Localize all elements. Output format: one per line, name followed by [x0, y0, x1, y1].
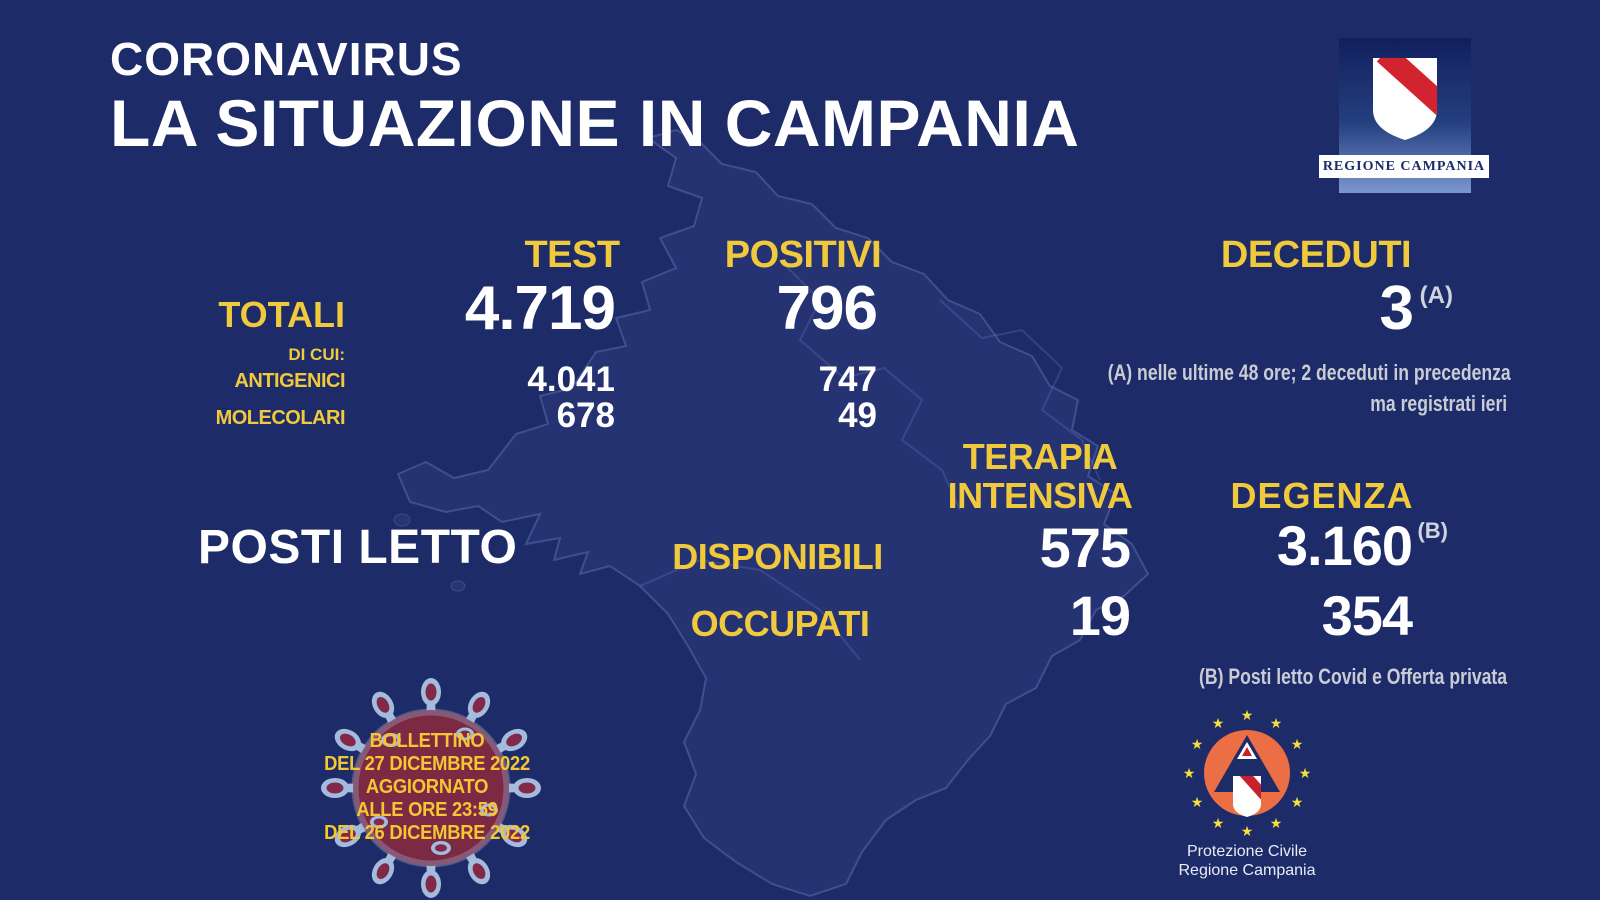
- regione-campania-banner-label: REGIONE CAMPANIA: [1322, 158, 1486, 174]
- eu-star-icon: ★: [1241, 708, 1254, 723]
- row-label-antigenici: ANTIGENICI: [234, 370, 345, 392]
- positivi-molecolari-value: 49: [838, 396, 877, 435]
- regione-campania-banner: REGIONE CAMPANIA: [1319, 155, 1489, 178]
- column-header-deceduti: DECEDUTI: [1220, 234, 1412, 276]
- eu-star-icon: ★: [1191, 794, 1204, 810]
- deceduti-note-ref: (A): [1419, 282, 1453, 309]
- degenza-disponibili: 3.160 (B): [1212, 518, 1448, 574]
- degenza-disponibili-value: 3.160: [1276, 514, 1413, 577]
- test-antigenici-value: 4.041: [527, 360, 615, 399]
- column-header-positivi: POSITIVI: [724, 234, 882, 276]
- eu-star-icon: ★: [1212, 815, 1225, 831]
- eu-star-icon: ★: [1191, 736, 1204, 752]
- eu-star-icon: ★: [1270, 715, 1283, 731]
- note-a-line2: ma registrati ieri: [1370, 390, 1507, 416]
- title-line1: CORONAVIRUS: [110, 33, 463, 85]
- deceduti-total-value: 3: [1379, 274, 1414, 343]
- eu-star-icon: ★: [1183, 765, 1196, 781]
- page-title: CORONAVIRUS LA SITUAZIONE IN CAMPANIA: [110, 36, 1079, 156]
- note-b: (B) Posti letto Covid e Offerta privata: [1007, 662, 1507, 693]
- degenza-occupati-value: 354: [1321, 584, 1413, 647]
- protezione-civile-caption: Protezione Civile Regione Campania: [1167, 842, 1327, 880]
- eu-star-icon: ★: [1291, 794, 1304, 810]
- row-label-occupati: OCCUPATI: [690, 603, 870, 644]
- column-header-degenza: DEGENZA: [1230, 475, 1414, 516]
- row-label-totali: TOTALI: [218, 294, 345, 335]
- pc-caption-line1: Protezione Civile: [1186, 843, 1308, 860]
- note-a: (A) nelle ultime 48 ore; 2 deceduti in p…: [1007, 358, 1511, 420]
- title-line2: LA SITUAZIONE IN CAMPANIA: [110, 86, 1080, 160]
- column-header-terapia-intensiva: TERAPIA INTENSIVA: [930, 436, 1150, 516]
- bulletin-line-4: ALLE ORE 23:59: [356, 799, 498, 821]
- test-total-value: 4.719: [464, 274, 616, 343]
- terapia-disponibili-value: 575: [1039, 516, 1131, 579]
- eu-stars: ★ ★ ★ ★ ★ ★ ★ ★ ★ ★ ★ ★: [1183, 708, 1312, 839]
- terapia-line1: TERAPIA: [962, 436, 1118, 477]
- eu-star-icon: ★: [1212, 715, 1225, 731]
- posti-letto-title: POSTI LETTO: [198, 521, 518, 574]
- row-label-di-cui: DI CUI:: [288, 345, 345, 364]
- positivi-total-value: 796: [776, 274, 878, 343]
- deceduti-total: 3 (A): [1245, 278, 1453, 340]
- protezione-civile-logo: ★ ★ ★ ★ ★ ★ ★ ★ ★ ★ ★ ★: [1183, 708, 1312, 839]
- terapia-line2: INTENSIVA: [947, 474, 1133, 516]
- bulletin-line-5: DEL 26 DICEMBRE 2022: [324, 822, 530, 844]
- pc-caption-line2: Regione Campania: [1178, 862, 1316, 879]
- terapia-occupati-value: 19: [1069, 584, 1131, 647]
- eu-star-icon: ★: [1241, 823, 1254, 839]
- eu-star-icon: ★: [1299, 765, 1312, 781]
- bulletin-line-2: DEL 27 DICEMBRE 2022: [324, 753, 530, 775]
- note-a-line1: (A) nelle ultime 48 ore; 2 deceduti in p…: [1107, 360, 1511, 385]
- campania-shield-icon: [1373, 58, 1437, 140]
- bulletin-text: BOLLETTINO DEL 27 DICEMBRE 2022 AGGIORNA…: [277, 730, 577, 845]
- coronavirus-icon: [321, 678, 541, 898]
- bulletin-line-1: BOLLETTINO: [369, 730, 485, 752]
- row-label-disponibili: DISPONIBILI: [672, 536, 883, 577]
- eu-star-icon: ★: [1291, 736, 1304, 752]
- eu-star-icon: ★: [1270, 815, 1283, 831]
- row-label-molecolari: MOLECOLARI: [215, 407, 346, 429]
- positivi-antigenici-value: 747: [818, 360, 877, 399]
- note-b-text: (B) Posti letto Covid e Offerta privata: [1198, 664, 1507, 689]
- test-molecolari-value: 678: [556, 396, 615, 435]
- degenza-note-ref: (B): [1417, 518, 1448, 543]
- bulletin-line-3: AGGIORNATO: [365, 776, 489, 798]
- column-header-test: TEST: [524, 234, 620, 276]
